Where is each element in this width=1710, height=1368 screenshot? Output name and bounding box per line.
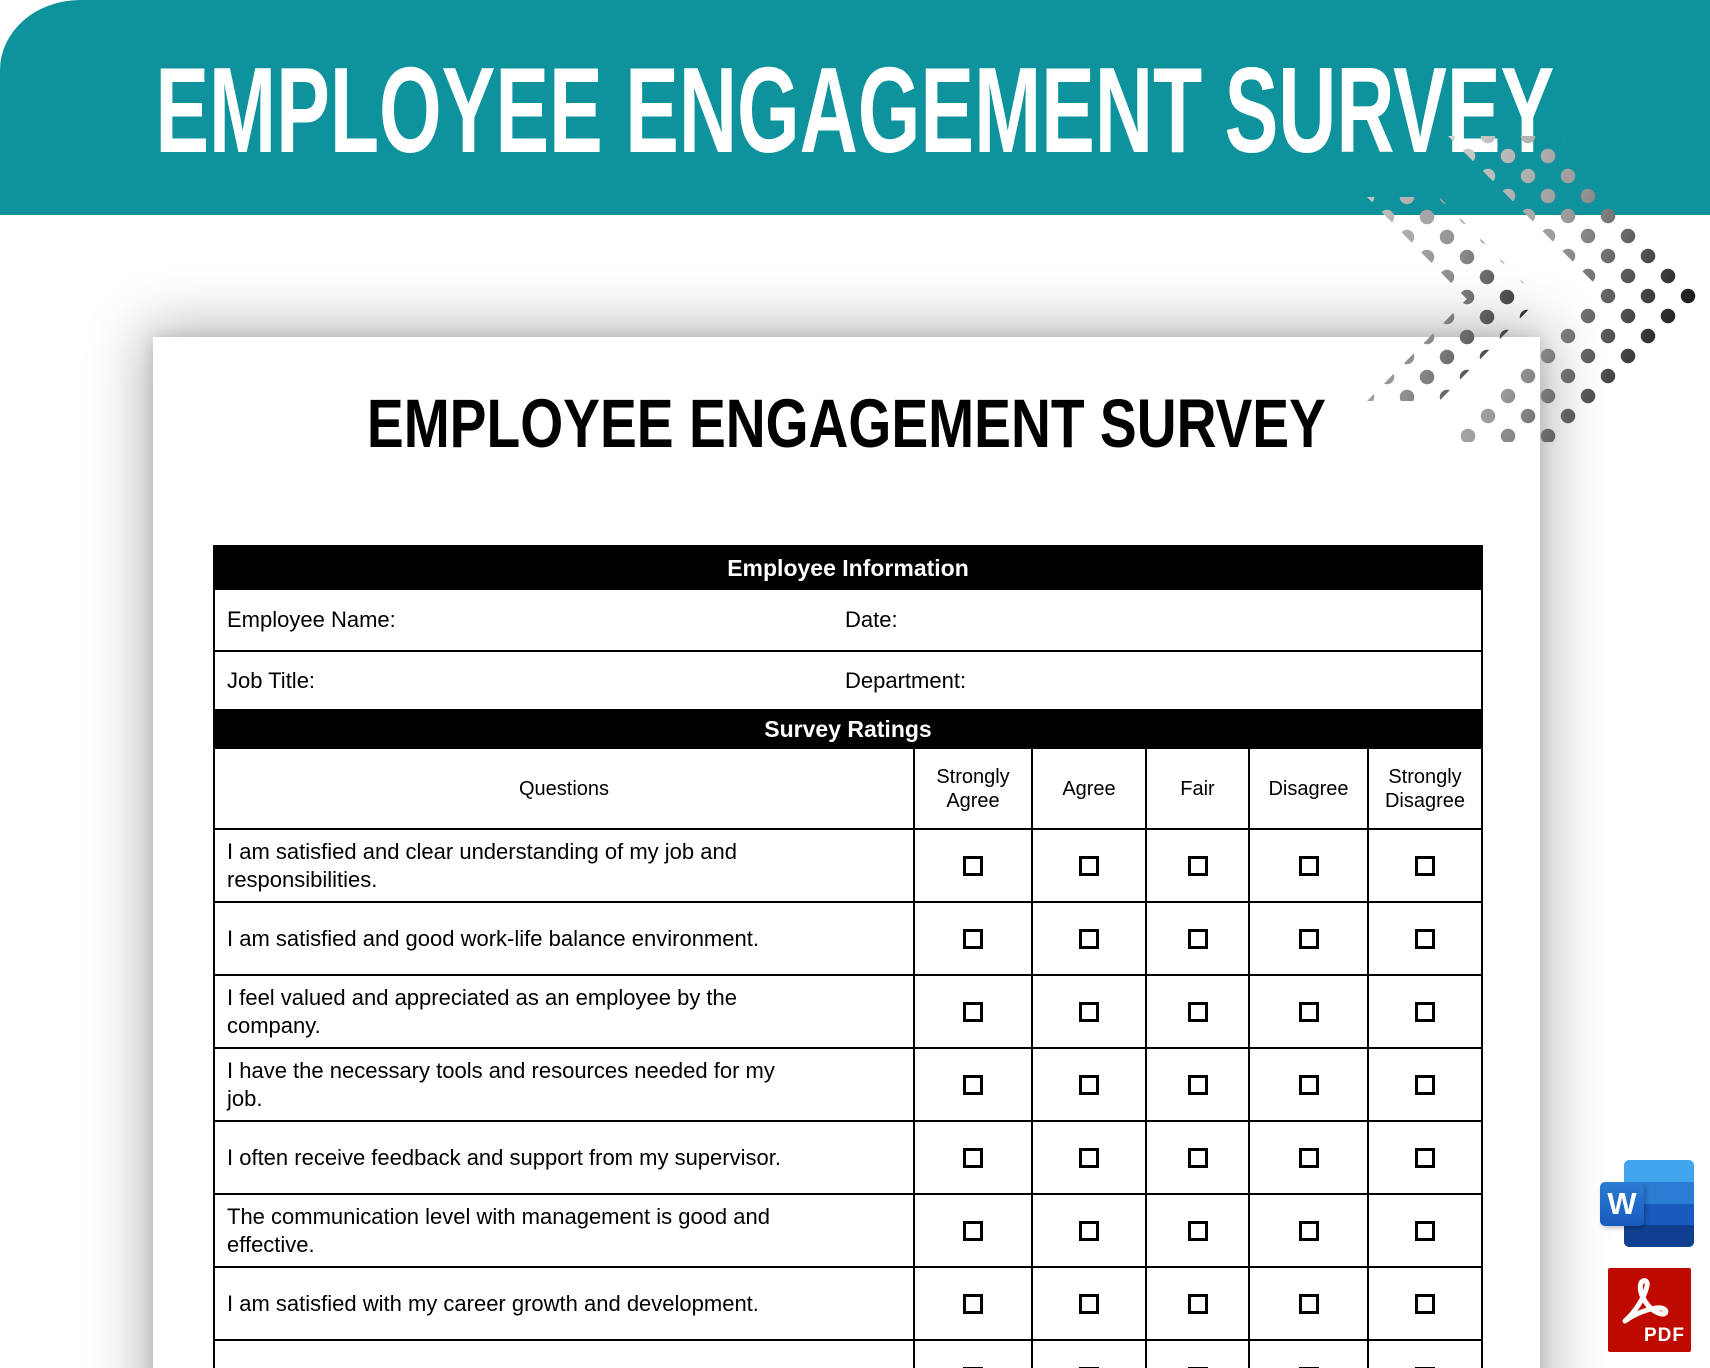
- word-letter-tile: W: [1600, 1182, 1644, 1226]
- pdf-label: PDF: [1644, 1325, 1685, 1346]
- checkbox[interactable]: [1298, 1293, 1319, 1314]
- checkbox[interactable]: [1298, 928, 1319, 949]
- document-title: EMPLOYEE ENGAGEMENT SURVEY: [366, 384, 1327, 462]
- checkbox[interactable]: [1079, 855, 1099, 876]
- checkbox[interactable]: [963, 1366, 983, 1368]
- info-row-name-date: Employee Name: Date:: [215, 590, 1481, 650]
- question-text: I feel valued and appreciated as an empl…: [227, 984, 738, 1038]
- question-text: I am satisfied and good work-life balanc…: [227, 925, 759, 951]
- checkbox[interactable]: [1415, 1001, 1435, 1022]
- checkbox[interactable]: [1187, 1293, 1208, 1314]
- checkbox[interactable]: [1298, 1220, 1319, 1241]
- date-label: Date:: [845, 607, 898, 632]
- checkbox[interactable]: [1187, 1074, 1208, 1095]
- question-text: I often receive feedback and support fro…: [227, 1144, 781, 1170]
- question-text: I am satisfied with my compensation and …: [215, 1341, 913, 1368]
- question-text: I am satisfied and clear understanding o…: [227, 838, 737, 892]
- document-page: EMPLOYEE ENGAGEMENT SURVEY Employee Info…: [153, 337, 1540, 1368]
- checkbox[interactable]: [1079, 1001, 1099, 1022]
- checkbox[interactable]: [1415, 928, 1435, 949]
- column-header-questions: Questions: [518, 777, 610, 800]
- question-row-4: I have the necessary tools and resources…: [215, 1047, 1481, 1120]
- checkbox[interactable]: [1298, 1074, 1319, 1095]
- column-header-disagree: Disagree: [1248, 749, 1367, 828]
- survey-table: Employee Information Employee Name: Date…: [213, 545, 1483, 1368]
- checkbox[interactable]: [1079, 1147, 1099, 1168]
- checkbox[interactable]: [963, 1074, 983, 1095]
- column-header-strongly-disagree: Strongly Disagree: [1367, 749, 1481, 828]
- checkbox[interactable]: [1298, 1366, 1319, 1368]
- question-text: I am satisfied with my career growth and…: [227, 1290, 759, 1316]
- question-row-6: The communication level with management …: [215, 1193, 1481, 1266]
- checkbox[interactable]: [1079, 1074, 1099, 1095]
- checkbox[interactable]: [1187, 1366, 1208, 1368]
- checkbox[interactable]: [1079, 928, 1099, 949]
- question-row-1: I am satisfied and clear understanding o…: [215, 828, 1481, 901]
- checkbox[interactable]: [1187, 1220, 1208, 1241]
- checkbox[interactable]: [1415, 855, 1435, 876]
- question-text: I have the necessary tools and resources…: [227, 1057, 775, 1111]
- checkbox[interactable]: [963, 928, 983, 949]
- checkbox[interactable]: [1298, 1147, 1319, 1168]
- column-header-fair: Fair: [1145, 749, 1248, 828]
- checkbox[interactable]: [1187, 855, 1208, 876]
- checkbox[interactable]: [1415, 1366, 1435, 1368]
- question-row-5: I often receive feedback and support fro…: [215, 1120, 1481, 1193]
- checkbox[interactable]: [1298, 1001, 1319, 1022]
- question-row-7: I am satisfied with my career growth and…: [215, 1266, 1481, 1339]
- info-row-jobtitle-department: Job Title: Department:: [215, 650, 1481, 709]
- acrobat-logo-icon: [1622, 1278, 1669, 1324]
- checkbox[interactable]: [1187, 1001, 1208, 1022]
- table-header-row: Questions Strongly Agree Agree Fair Disa…: [215, 749, 1481, 828]
- department-label: Department:: [845, 667, 967, 693]
- checkbox[interactable]: [963, 1001, 983, 1022]
- checkbox[interactable]: [1079, 1220, 1099, 1241]
- banner: EMPLOYEE ENGAGEMENT SURVEY: [0, 0, 1710, 215]
- checkbox[interactable]: [1079, 1293, 1099, 1314]
- pdf-file-icon[interactable]: PDF: [1608, 1268, 1691, 1352]
- question-row-2: I am satisfied and good work-life balanc…: [215, 901, 1481, 974]
- question-text: The communication level with management …: [227, 1203, 770, 1257]
- section-header-employee-information: Employee Information: [215, 547, 1481, 590]
- checkbox[interactable]: [963, 855, 983, 876]
- checkbox[interactable]: [963, 1293, 983, 1314]
- checkbox[interactable]: [1415, 1074, 1435, 1095]
- checkbox[interactable]: [1298, 855, 1319, 876]
- section-header-survey-ratings: Survey Ratings: [215, 709, 1481, 749]
- checkbox[interactable]: [1415, 1293, 1435, 1314]
- checkbox[interactable]: [1079, 1366, 1099, 1368]
- checkbox[interactable]: [1415, 1220, 1435, 1241]
- word-file-icon[interactable]: W: [1600, 1160, 1694, 1247]
- column-header-agree: Agree: [1031, 749, 1145, 828]
- checkbox[interactable]: [1415, 1147, 1435, 1168]
- job-title-label: Job Title:: [227, 667, 316, 693]
- checkbox[interactable]: [963, 1147, 983, 1168]
- checkbox[interactable]: [963, 1220, 983, 1241]
- checkbox[interactable]: [1187, 928, 1208, 949]
- question-row-8: I am satisfied with my compensation and …: [215, 1339, 1481, 1368]
- checkbox[interactable]: [1187, 1147, 1208, 1168]
- banner-title: EMPLOYEE ENGAGEMENT SURVEY: [155, 41, 1555, 178]
- column-header-strongly-agree: Strongly Agree: [913, 749, 1031, 828]
- question-row-3: I feel valued and appreciated as an empl…: [215, 974, 1481, 1047]
- employee-name-label: Employee Name:: [227, 607, 396, 632]
